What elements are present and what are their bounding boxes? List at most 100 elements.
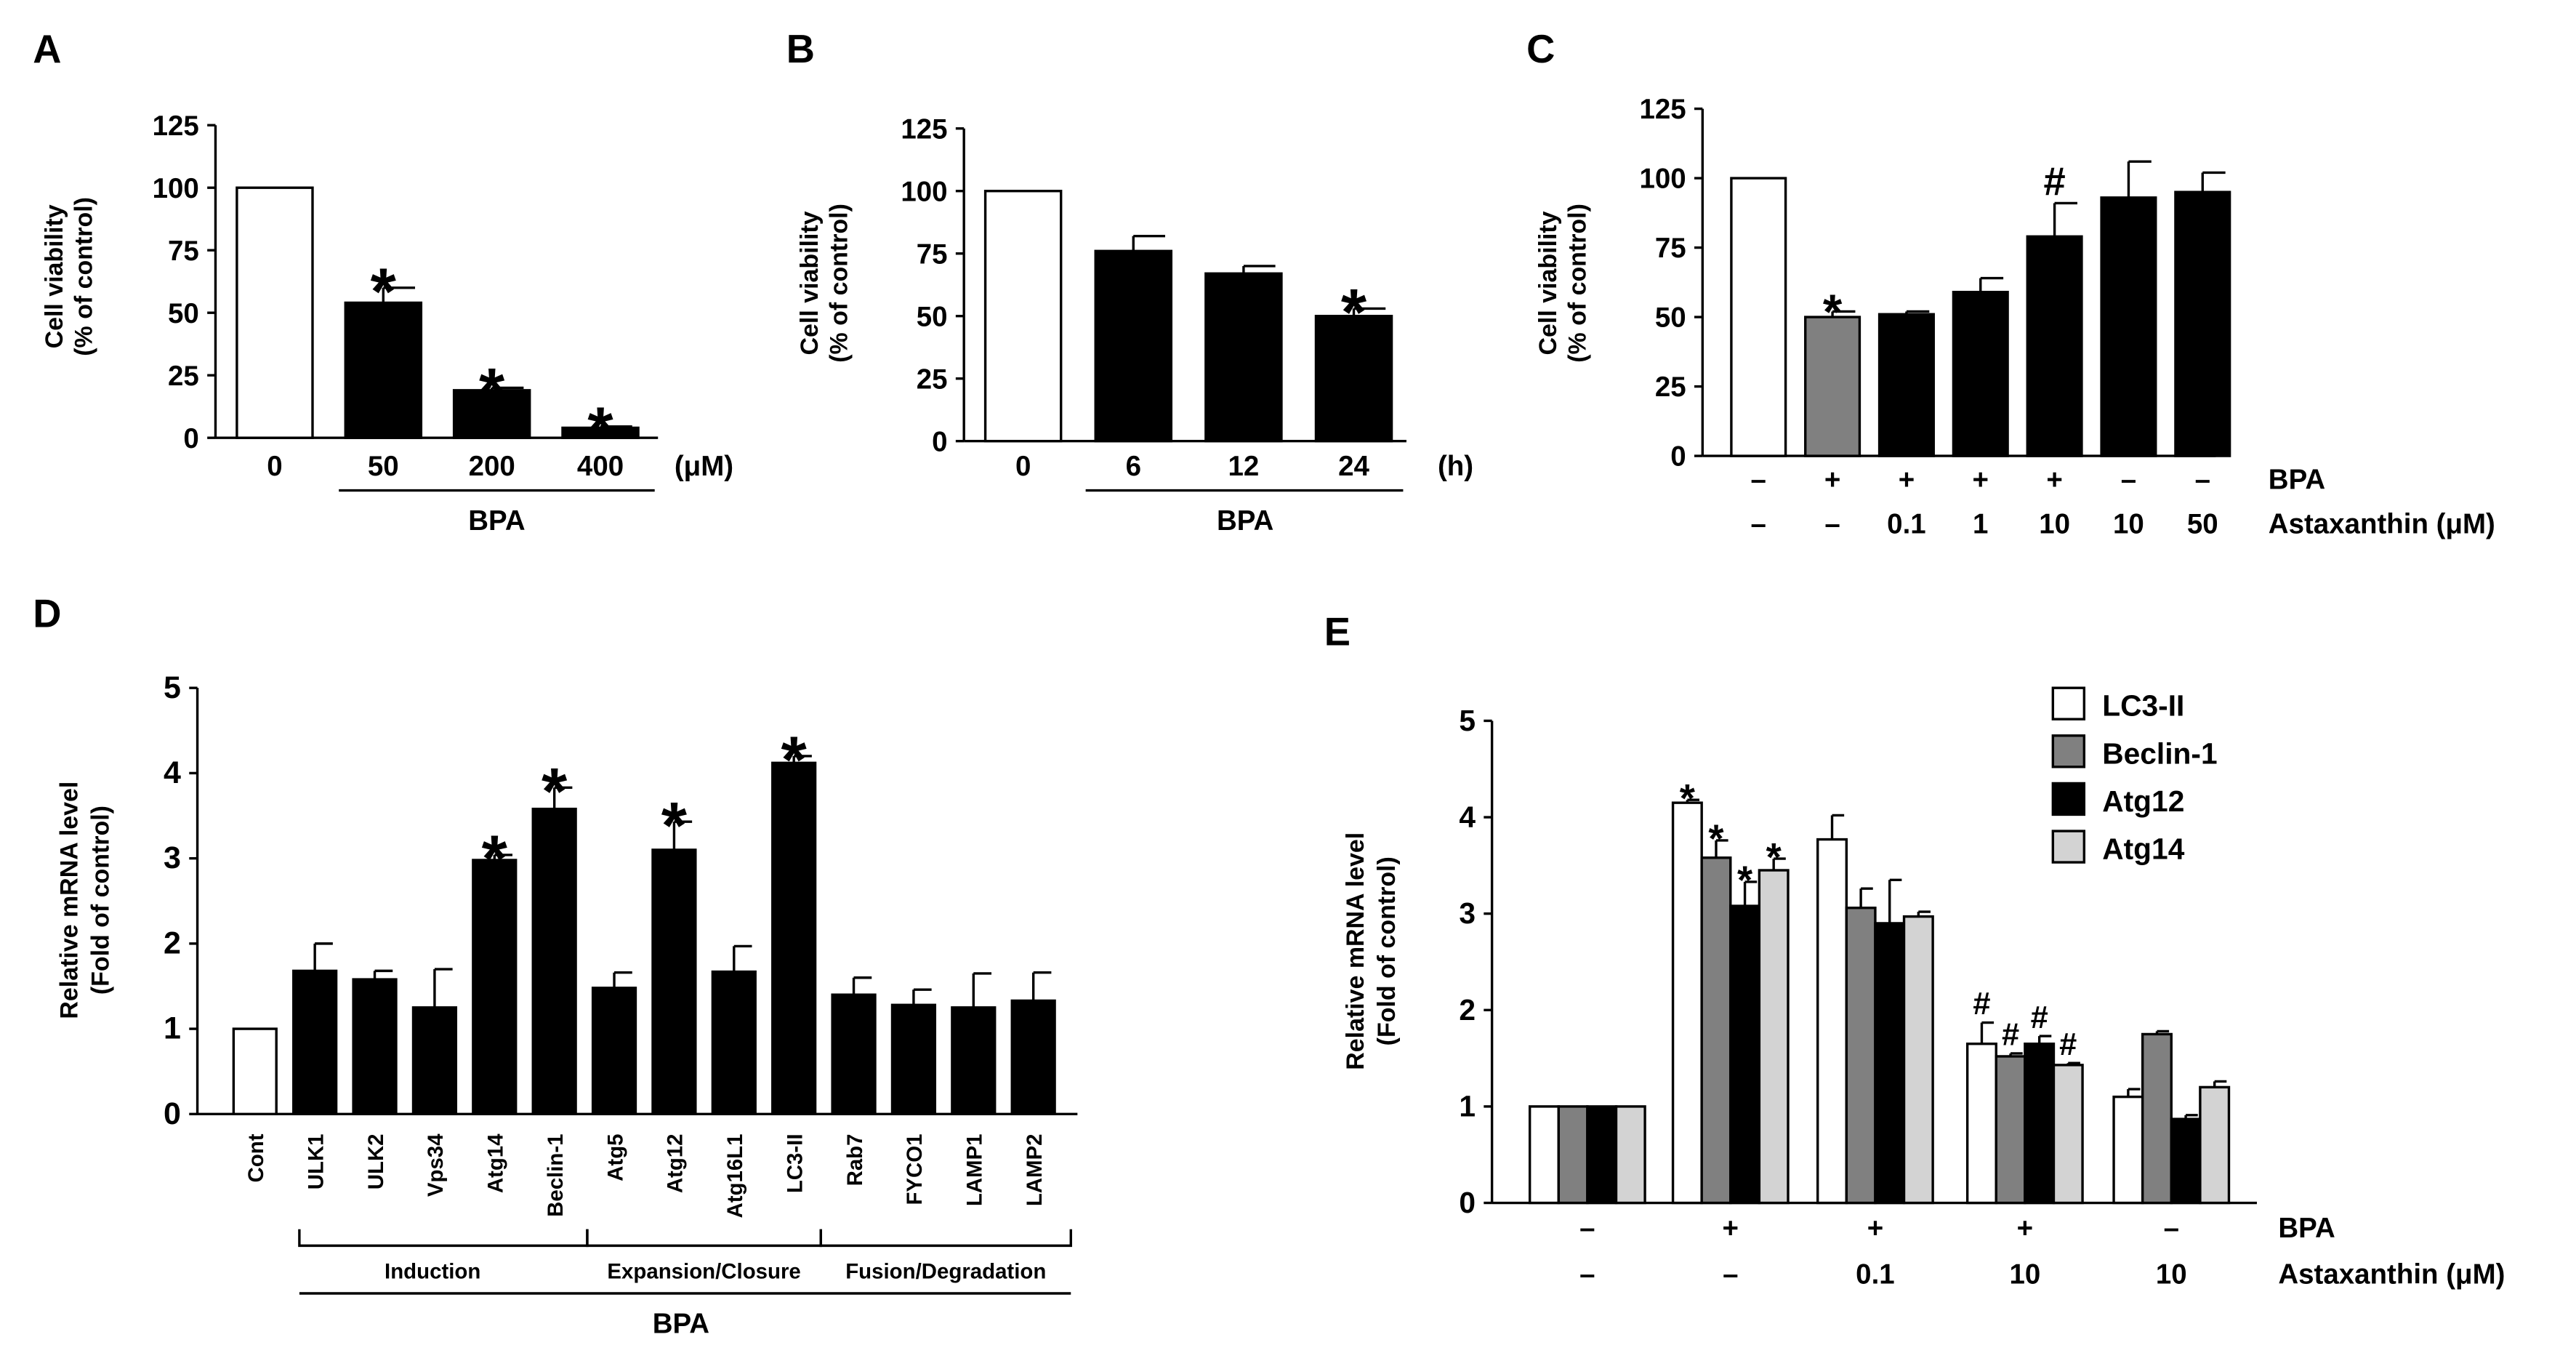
ylabel-line2: (Fold of control): [1373, 856, 1401, 1045]
y-tick-label: 50: [1655, 302, 1686, 334]
plot-d: 0 1 2 3 4 5 Cont ULK1 ULK2 Vps34 * Atg14 * Beclin-1 At…: [164, 670, 1078, 1219]
bar: [1614, 1105, 1646, 1205]
bpa-sign: +: [2017, 1213, 2033, 1244]
y-tick-label: 5: [164, 670, 181, 705]
bracket-fusion: [819, 1229, 1072, 1248]
bar: [352, 978, 398, 1116]
astaxanthin-dose: 10: [2156, 1258, 2187, 1290]
astaxanthin-dose: 50: [2187, 508, 2218, 539]
significance-hash: #: [2043, 159, 2065, 204]
bar: [2170, 1117, 2202, 1205]
panel-letter-b: B: [786, 27, 815, 71]
group-label: BPA: [1217, 505, 1273, 537]
bar: [1877, 313, 1935, 457]
x-category-label: LAMP2: [1023, 1133, 1047, 1206]
ylabel-line2: (% of control): [825, 204, 853, 363]
bar: [2199, 1085, 2231, 1205]
plot-e: 0 1 2 3 4 5 – – * * * * + – +0.1 # # # # +10 – 10: [1459, 704, 2257, 1290]
legend-label: LC3-II: [2102, 689, 2184, 723]
ylabel-line1: Cell viability: [1534, 211, 1562, 355]
bpa-sign: +: [2046, 464, 2062, 495]
x-category-label: ULK1: [304, 1133, 328, 1189]
bar: [1314, 315, 1393, 443]
astaxanthin-dose: 10: [2113, 508, 2144, 539]
significance-star: *: [587, 394, 613, 467]
plot-b: 0 25 50 75 100 125 0 6 12 * 24: [901, 113, 1406, 482]
x-category-label: LAMP1: [963, 1133, 987, 1206]
legend-swatch: [2051, 734, 2086, 768]
row2-label: Astaxanthin (μM): [2278, 1258, 2505, 1290]
x-category-label: 12: [1228, 451, 1259, 482]
x-category-label: 0: [1015, 451, 1031, 482]
significance-star: *: [482, 822, 508, 896]
x-category-label: 6: [1126, 451, 1141, 482]
bar: [711, 970, 757, 1116]
significance-star: *: [661, 789, 688, 862]
bar: [951, 1006, 997, 1116]
bar: [831, 993, 877, 1116]
significance-star: *: [542, 755, 568, 829]
y-tick-label: 25: [917, 364, 948, 395]
bar: [1094, 249, 1173, 443]
bpa-sign: –: [2164, 1213, 2179, 1244]
astaxanthin-dose: 1: [1973, 508, 1988, 539]
panel-e: E Relative mRNA level (Fold of control) …: [1324, 609, 2505, 1290]
legend-label: Beclin-1: [2102, 736, 2217, 770]
bar: [2024, 1043, 2056, 1205]
legend-label: Atg14: [2102, 832, 2184, 866]
y-tick-label: 0: [1670, 441, 1686, 473]
panel-a: A Cell viability (% of control) 0 25 50 75 1…: [33, 27, 733, 537]
bpa-sign: –: [2121, 464, 2136, 495]
bar: [1952, 291, 2009, 457]
bar: [890, 1003, 937, 1116]
significance-star: *: [781, 723, 808, 797]
y-tick-label: 125: [1639, 94, 1686, 125]
bar: [1010, 999, 1056, 1116]
astaxanthin-dose: 10: [2009, 1258, 2040, 1290]
legend-swatch: [2051, 830, 2086, 864]
bar: [2100, 196, 2157, 457]
y-tick-label: 75: [917, 238, 948, 270]
bpa-sign: +: [1973, 464, 1989, 495]
bar: [1965, 1043, 1997, 1205]
x-category-label: LC3-II: [783, 1133, 807, 1193]
y-tick-label: 100: [1639, 164, 1686, 195]
x-category-label: 200: [469, 451, 515, 482]
y-tick-label: 100: [901, 176, 947, 207]
bar: [2141, 1032, 2173, 1205]
x-category-label: 24: [1338, 451, 1369, 482]
significance-star: *: [1766, 835, 1782, 879]
bpa-sign: +: [1824, 464, 1840, 495]
legend-swatch: [2051, 782, 2086, 816]
panel-letter-c: C: [1526, 27, 1555, 71]
y-tick-label: 0: [1459, 1186, 1476, 1219]
bar: [1528, 1105, 1560, 1205]
ylabel-line2: (% of control): [1564, 204, 1592, 363]
y-tick-label: 4: [164, 755, 181, 790]
bar: [411, 1006, 458, 1116]
astaxanthin-dose: 0.1: [1887, 508, 1925, 539]
bar: [1874, 922, 1906, 1205]
bpa-sign: +: [1723, 1213, 1739, 1244]
bar: [651, 848, 697, 1116]
astaxanthin-dose: 10: [2039, 508, 2070, 539]
bar: [1586, 1105, 1618, 1205]
significance-hash: #: [1973, 987, 1990, 1021]
bar: [1700, 856, 1732, 1205]
significance-star: *: [1823, 285, 1843, 340]
bpa-sign: –: [2195, 464, 2210, 495]
panel-letter-e: E: [1324, 609, 1351, 654]
panel-b: B Cell viability (% of control) 0 25 50 75 1…: [786, 27, 1473, 537]
legend-label: Atg12: [2102, 784, 2184, 818]
y-tick-label: 50: [917, 301, 948, 332]
x-category-label: Vps34: [424, 1133, 448, 1197]
x-category-label: Rab7: [843, 1133, 867, 1186]
y-tick-label: 0: [932, 426, 947, 457]
significance-star: *: [1737, 858, 1753, 902]
bracket-expansion: [586, 1229, 822, 1248]
bar: [344, 301, 423, 439]
bar: [1730, 177, 1787, 457]
significance-hash: #: [2002, 1018, 2019, 1053]
